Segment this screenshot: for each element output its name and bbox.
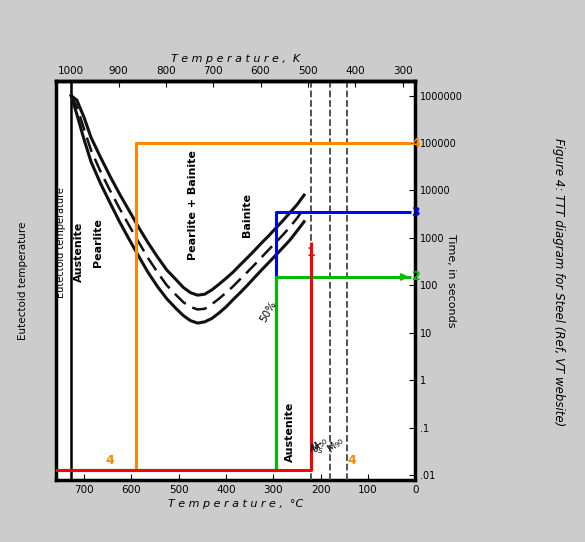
Text: 1: 1 xyxy=(306,246,315,259)
Text: Figure 4: TTT diagram for Steel (Ref, VT website): Figure 4: TTT diagram for Steel (Ref, VT… xyxy=(552,138,565,426)
Text: Pearlite: Pearlite xyxy=(93,218,103,267)
Text: 4: 4 xyxy=(105,454,114,467)
Text: $M_{90}$: $M_{90}$ xyxy=(325,433,347,456)
X-axis label: T e m p e r a t u r e ,  K: T e m p e r a t u r e , K xyxy=(171,54,300,64)
Text: Austenite: Austenite xyxy=(74,222,84,282)
X-axis label: T e m p e r a t u r e ,  °C: T e m p e r a t u r e , °C xyxy=(168,499,303,509)
Text: $M_{50}$: $M_{50}$ xyxy=(308,433,331,456)
Text: 3: 3 xyxy=(412,205,420,218)
Text: 2: 2 xyxy=(412,270,420,283)
Text: Pearlite + Bainite: Pearlite + Bainite xyxy=(188,150,198,260)
Text: 4: 4 xyxy=(412,137,420,150)
Text: Austenite: Austenite xyxy=(285,402,295,462)
Text: 4: 4 xyxy=(347,454,356,467)
Text: Time, in seconds: Time, in seconds xyxy=(446,234,456,327)
Text: 50%: 50% xyxy=(259,299,278,324)
Text: $M_S$: $M_S$ xyxy=(309,442,325,456)
Text: Bainite: Bainite xyxy=(242,193,252,237)
Text: Eutectoid temperature: Eutectoid temperature xyxy=(18,221,28,340)
Text: Eutectoid temperature: Eutectoid temperature xyxy=(56,187,66,298)
